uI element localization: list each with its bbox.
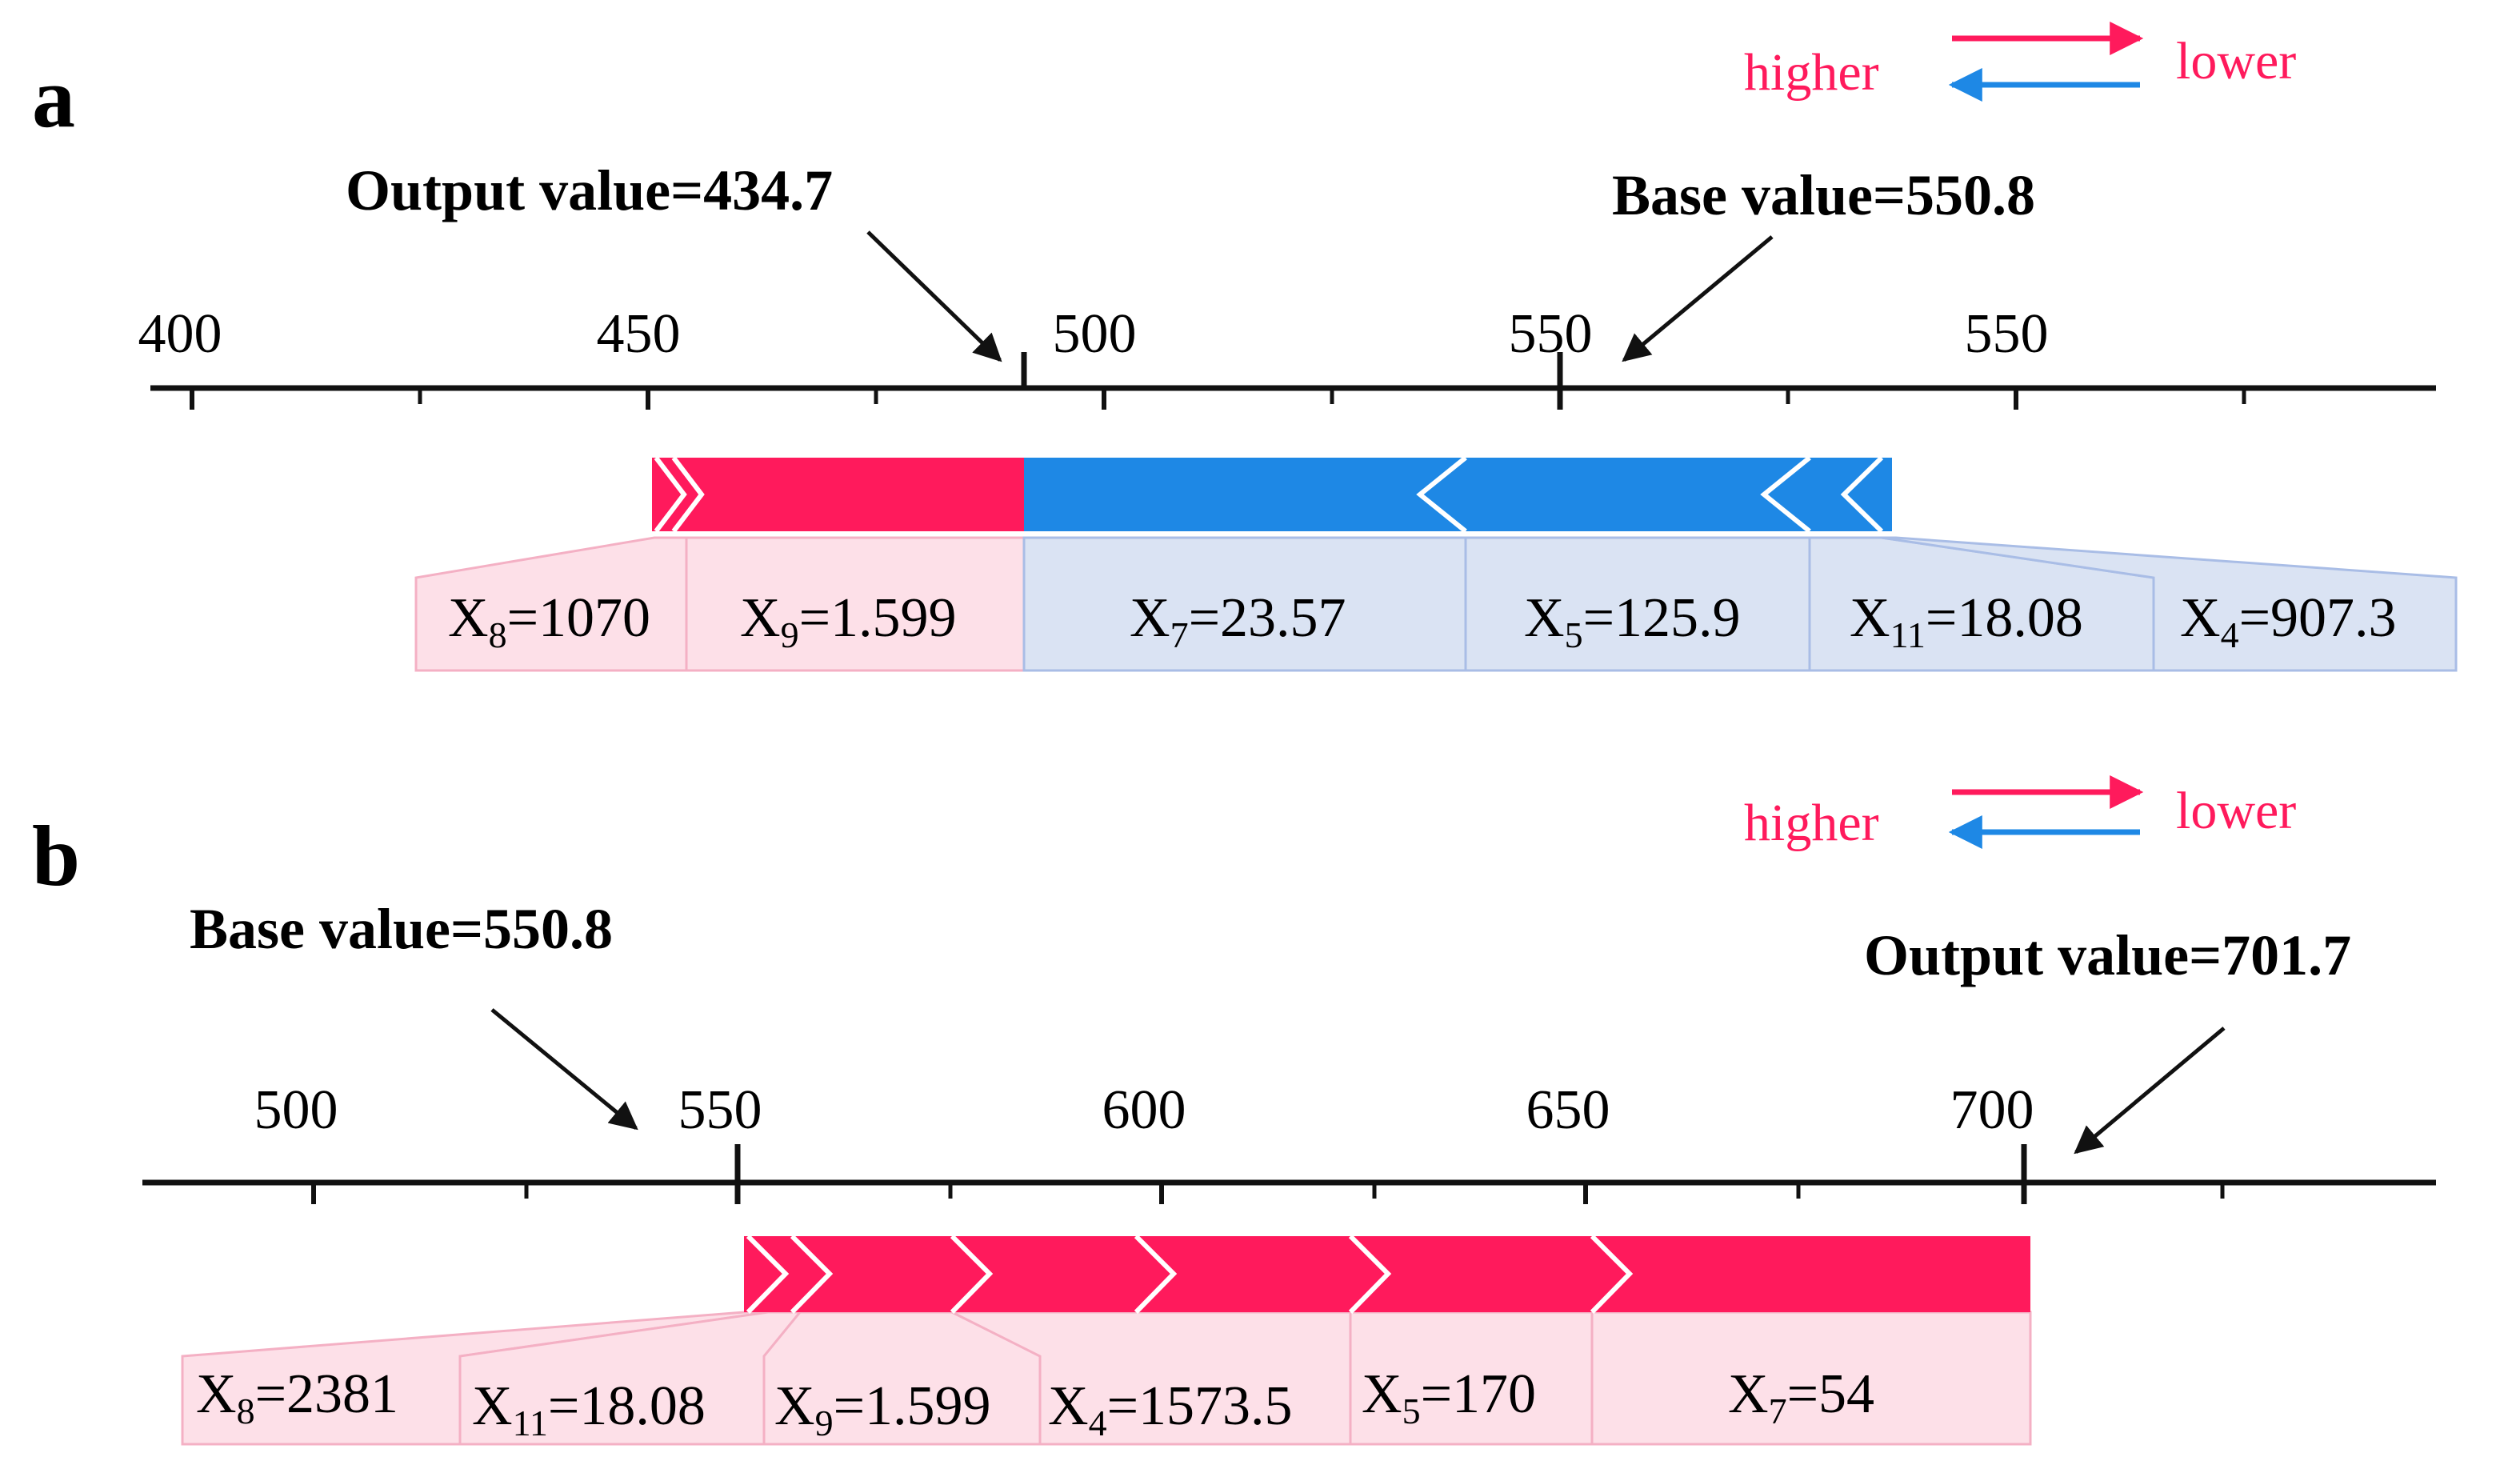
tick-label: 400 — [138, 303, 222, 365]
tick-label: 500 — [1053, 303, 1137, 365]
feature-region-x8 — [414, 536, 688, 672]
base-value-label: Base value=550.8 — [190, 897, 613, 961]
tick-label: 700 — [1950, 1079, 2034, 1141]
panel-letter: b — [32, 809, 80, 904]
feature-label-x8: X8=2381 — [196, 1363, 398, 1431]
panel-letter: a — [32, 50, 75, 146]
bar-segment-higher — [652, 458, 1024, 531]
bar-segment-lower — [1024, 458, 1892, 531]
feature-label-x9: X9=1.599 — [774, 1375, 991, 1443]
legend-higher: higher — [1744, 43, 1879, 102]
legend-higher: higher — [1744, 794, 1879, 852]
feature-labels: X8=1070 X9=1.599 X7=23.57 X5=125.9 X11=1… — [448, 587, 2397, 655]
chevron-icon — [1590, 1234, 1634, 1315]
feature-label-x8: X8=1070 — [448, 587, 650, 655]
output-arrow-icon — [866, 230, 1002, 362]
feature-label-regions — [414, 536, 2458, 672]
tick-label: 450 — [597, 303, 681, 365]
output-value-label: Output value=701.7 — [1864, 923, 2351, 987]
force-bar — [652, 455, 1892, 534]
axis: 500 550 600 650 700 — [142, 1079, 2436, 1204]
legend-lower: lower — [2176, 32, 2296, 90]
legend-lower: lower — [2176, 782, 2296, 840]
chevron-icon — [1840, 455, 1884, 534]
tick-label: 550 — [1965, 303, 2049, 365]
chevron-icon — [790, 1234, 834, 1315]
tick-label: 600 — [1102, 1079, 1186, 1141]
feature-label-x7: X7=23.57 — [1130, 587, 1346, 655]
feature-label-regions — [181, 1311, 2032, 1446]
feature-label-x9: X9=1.599 — [740, 587, 957, 655]
panel-a: a higher lower Output value=434.7 Base v… — [32, 22, 2458, 672]
feature-region-x4 — [1881, 536, 2458, 672]
panel-b: b higher lower Base value=550.8 Output v… — [32, 775, 2436, 1446]
axis: 400 450 500 550 550 — [138, 303, 2436, 410]
feature-label-x5: X5=125.9 — [1524, 587, 1741, 655]
base-value-label: Base value=550.8 — [1612, 163, 2035, 227]
feature-label-x4: X4=907.3 — [2180, 587, 2397, 655]
chevron-icon — [1760, 455, 1811, 534]
feature-label-x11: X11=18.08 — [1850, 587, 2083, 655]
chevron-icon — [1416, 455, 1467, 534]
output-arrow-icon — [2074, 1027, 2226, 1155]
base-arrow-icon — [1622, 235, 1774, 362]
feature-label-x7: X7=54 — [1728, 1363, 1874, 1431]
feature-labels: X8=2381 X11=18.08 X9=1.599 X4=1573.5 X5=… — [196, 1363, 1874, 1443]
tick-label: 550 — [1509, 303, 1593, 365]
feature-label-x5: X5=170 — [1362, 1363, 1536, 1431]
output-value-label: Output value=434.7 — [346, 158, 833, 222]
tick-label: 550 — [678, 1079, 762, 1141]
tick-label: 650 — [1526, 1079, 1610, 1141]
tick-label: 500 — [254, 1079, 338, 1141]
feature-label-x11: X11=18.08 — [472, 1375, 706, 1443]
chevron-icon — [1348, 1234, 1392, 1315]
legend: higher lower — [1744, 775, 2296, 852]
chevron-icon — [1134, 1234, 1178, 1315]
chevron-icon — [950, 1234, 994, 1315]
legend: higher lower — [1744, 22, 2296, 102]
chevron-icon — [671, 456, 705, 533]
base-arrow-icon — [490, 1008, 638, 1131]
force-bar — [744, 1234, 2030, 1315]
feature-label-x4: X4=1573.5 — [1048, 1375, 1293, 1443]
chevron-icon — [746, 1234, 790, 1315]
chevron-icon — [654, 456, 687, 533]
